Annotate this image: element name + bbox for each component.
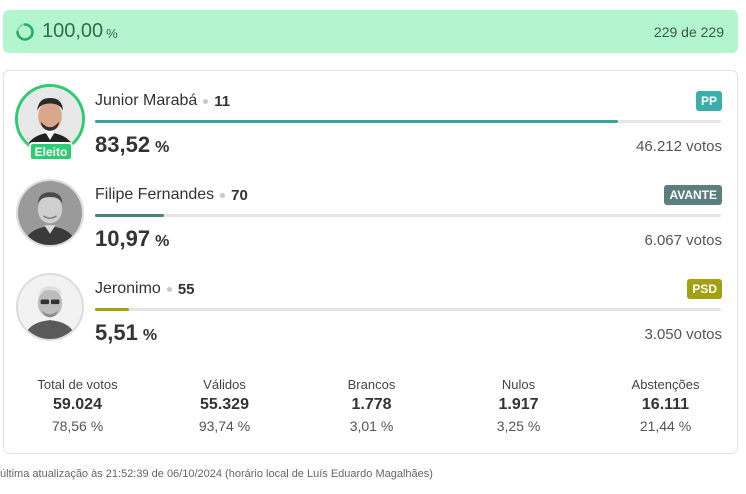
party-badge: PSD [687,279,722,299]
vote-bar-fill [95,214,164,217]
percent-unit: % [155,139,170,156]
abstentions-stat: Abstenções 16.111 21,44 % [592,377,739,447]
stat-label: Total de votos [37,377,118,392]
vote-bar-fill [95,120,618,123]
stat-share: 93,74 % [198,418,251,434]
results-card: Eleito Junior Marabá 11 PP 83,52 % 46.21… [3,70,738,454]
percent-unit: % [155,233,170,250]
progress-percent: 100,00 [42,20,104,42]
candidate-number: 11 [214,92,231,110]
candidate-name: Jeronimo [95,280,161,297]
sections-count: 229 de 229 [653,23,724,40]
percent-value: 10,97 [95,226,151,251]
stat-label: Nulos [501,377,536,392]
stat-value: 1.778 [351,396,392,413]
stat-label: Abstenções [631,377,700,392]
candidate-votes: 3.050 votos [644,326,722,343]
progress-banner: 100,00 % 229 de 229 [3,10,738,53]
loading-spinner-icon [16,22,34,41]
stat-value: 1.917 [498,396,539,413]
stat-value: 55.329 [200,396,249,413]
stat-value: 59.024 [53,396,102,413]
progress-percent-unit: % [106,26,118,41]
separator-dot-icon [220,192,226,198]
candidate-number: 70 [231,186,248,204]
totals-summary: Total de votos 59.024 78,56 % Válidos 55… [4,377,739,447]
candidate-percent: 10,97 % [95,226,169,252]
candidate-row[interactable]: Eleito Junior Marabá 11 PP 83,52 % 46.21… [4,84,739,175]
elected-badge: Eleito [29,142,73,161]
stat-share: 21,44 % [639,418,692,434]
candidate-row[interactable]: Jeronimo 55 PSD 5,51 % 3.050 votos [4,273,739,363]
vote-bar-track [95,308,721,311]
total-votes-stat: Total de votos 59.024 78,56 % [4,377,151,447]
valid-votes-stat: Válidos 55.329 93,74 % [151,377,298,447]
separator-dot-icon [203,98,209,104]
candidate-name: Junior Marabá [95,92,198,109]
candidate-number: 55 [177,280,195,298]
candidate-votes: 6.067 votos [644,232,722,249]
candidate-percent: 5,51 % [95,320,157,346]
candidate-votes: 46.212 votos [636,138,722,155]
percent-value: 83,52 [95,132,151,157]
null-votes-stat: Nulos 1.917 3,25 % [445,377,592,447]
blank-votes-stat: Brancos 1.778 3,01 % [298,377,445,447]
candidate-row[interactable]: Filipe Fernandes 70 AVANTE 10,97 % 6.067… [4,179,739,269]
stat-label: Brancos [347,377,396,392]
candidate-name-line: Filipe Fernandes 70 [95,186,248,204]
vote-bar-fill [95,308,130,311]
vote-bar-track [95,214,721,217]
candidate-name-line: Jeronimo 55 [95,280,195,298]
stat-label: Válidos [203,377,246,392]
party-badge: PP [695,91,722,111]
stat-share: 78,56 % [51,418,104,434]
avatar-filipe-icon [16,179,84,247]
stat-value: 16.111 [641,396,690,413]
candidate-percent: 83,52 % [95,132,169,158]
last-update-text: última atualização às 21:52:39 de 06/10/… [0,468,433,480]
percent-unit: % [142,327,158,344]
separator-dot-icon [166,286,172,292]
avatar-jeronimo-icon [16,273,84,341]
stat-share: 3,25 % [496,418,541,434]
vote-bar-track [95,120,721,123]
candidate-name: Filipe Fernandes [95,186,215,203]
candidate-name-line: Junior Marabá 11 [95,92,230,110]
stat-share: 3,01 % [349,418,394,434]
percent-value: 5,51 [95,320,138,345]
party-badge: AVANTE [664,185,722,205]
